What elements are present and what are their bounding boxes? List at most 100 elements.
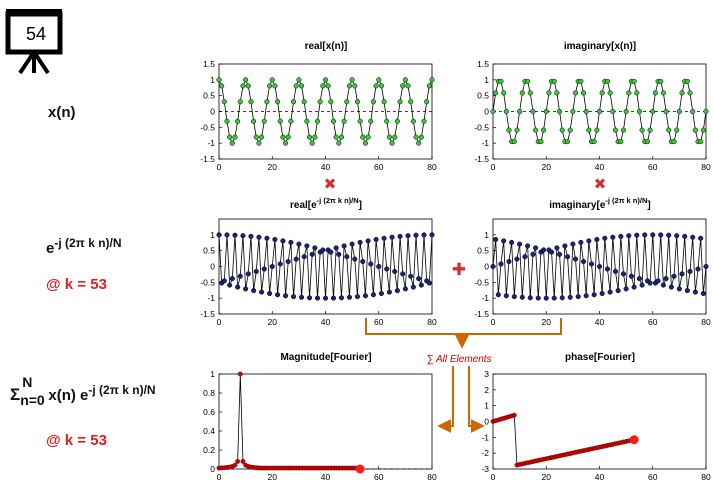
sample-marker (296, 241, 302, 247)
sample-marker (272, 83, 278, 89)
y-tick-label: 0.2 (203, 445, 215, 455)
sample-marker (227, 282, 233, 288)
x-tick-label: 60 (648, 162, 658, 172)
sample-marker (368, 118, 374, 124)
sample-marker (269, 77, 275, 83)
sample-marker (535, 295, 541, 301)
x-tick-label: 80 (427, 317, 437, 327)
sample-marker (514, 256, 520, 262)
sample-marker (578, 78, 584, 84)
sample-marker (291, 294, 297, 300)
sample-marker (229, 140, 235, 146)
sample-marker (341, 118, 347, 124)
sample-marker (330, 295, 337, 301)
xn-label: x(n) (48, 104, 76, 121)
x-tick-label: 20 (268, 162, 278, 172)
sample-marker (642, 232, 648, 238)
y-tick-label: 1 (484, 75, 489, 85)
sample-marker (389, 140, 395, 146)
sample-marker (328, 99, 334, 105)
y-tick-label: 0.6 (203, 407, 215, 417)
sample-marker (237, 99, 243, 105)
sample-marker (410, 118, 416, 124)
sample-marker (322, 295, 329, 301)
sample-marker (378, 290, 384, 297)
sample-marker (503, 293, 509, 299)
sample-marker (360, 258, 366, 265)
sample-marker (501, 90, 507, 96)
sample-marker (700, 127, 706, 133)
sample-marker (506, 127, 512, 133)
sample-marker (650, 232, 656, 238)
sample-marker (280, 134, 286, 140)
magnitude-title: Magnitude[Fourier] (280, 352, 371, 363)
sample-marker (620, 127, 627, 133)
sample-marker (567, 294, 573, 300)
sample-marker (599, 90, 605, 96)
sample-marker (493, 90, 499, 96)
current-k-marker (629, 435, 639, 445)
sample-marker (285, 258, 291, 265)
sample-marker (498, 78, 504, 84)
add-icon: ✚ (452, 260, 466, 279)
sample-marker (501, 238, 507, 244)
sample-marker (344, 99, 350, 105)
y-tick-label: 0 (210, 262, 215, 272)
sample-marker (304, 118, 310, 124)
x-tick-label: 0 (491, 472, 496, 482)
sample-marker (668, 284, 674, 290)
sample-marker (612, 127, 619, 133)
sample-marker (631, 284, 637, 290)
sample-marker (650, 108, 656, 115)
sample-marker (557, 108, 563, 115)
sample-marker (243, 77, 249, 83)
y-tick-label: 2 (484, 385, 489, 395)
sample-marker (240, 233, 246, 239)
sample-marker (559, 295, 565, 301)
sample-marker (384, 266, 390, 272)
sample-marker (301, 99, 307, 105)
real-kernel-title: real[e-j (2π k n)/N] (290, 196, 362, 211)
x-tick-label: 0 (217, 472, 222, 482)
phase-title: phase[Fourier] (565, 352, 635, 363)
sample-marker (527, 295, 533, 301)
sample-marker (224, 118, 230, 124)
sample-marker (304, 243, 310, 249)
sample-marker (352, 83, 358, 89)
x-tick-label: 60 (648, 472, 658, 482)
sample-marker (224, 232, 230, 238)
y-tick-label: 0.5 (203, 91, 215, 101)
sample-marker (413, 232, 419, 238)
sample-marker (596, 263, 603, 270)
sample-marker (243, 286, 249, 292)
sample-marker (346, 294, 353, 300)
sample-marker (634, 90, 640, 96)
sample-marker (333, 245, 339, 251)
x-tick-label: 20 (542, 472, 552, 482)
sample-marker (591, 139, 597, 145)
y-tick-label: -0.5 (200, 277, 215, 287)
sample-marker (602, 235, 608, 241)
sample-marker (700, 290, 706, 297)
sample-marker (408, 99, 414, 105)
sample-marker (221, 99, 227, 105)
sample-marker (248, 99, 254, 105)
y-tick-label: -0.5 (474, 277, 489, 287)
imag-x-title: imaginary[x(n)] (564, 41, 636, 52)
presentation-board-icon: 54 (5, 9, 63, 75)
sample-marker (652, 90, 658, 96)
sample-marker (277, 118, 283, 124)
sample-marker (392, 134, 398, 140)
y-tick-label: -2 (481, 448, 489, 458)
sample-marker (405, 83, 411, 89)
sample-marker (357, 239, 363, 245)
sample-marker (690, 108, 696, 115)
sample-marker (580, 90, 587, 96)
y-tick-label: -1 (481, 293, 489, 303)
sample-marker (232, 134, 238, 140)
x-tick-label: 60 (648, 317, 658, 327)
sample-marker (362, 140, 368, 146)
magnitude-marker (240, 458, 246, 464)
sample-marker (692, 289, 698, 295)
